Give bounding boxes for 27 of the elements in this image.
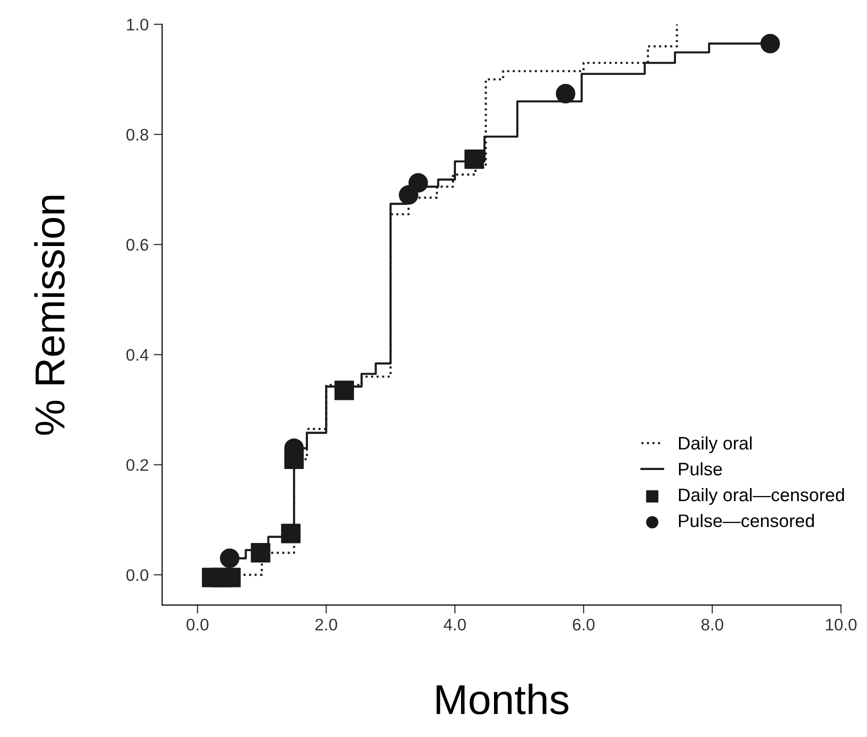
y-tick-label: 0.0 [126, 569, 148, 582]
x-tick-label: 0.0 [186, 618, 208, 631]
y-axis-title: % Remission [34, 196, 65, 435]
x-axis-title: Months [436, 684, 568, 714]
x-tick-label: 8.0 [701, 618, 724, 631]
x-tick-label: 2.0 [315, 618, 338, 631]
point [760, 34, 780, 54]
legend-label: Daily oral [679, 436, 752, 454]
point [221, 568, 241, 588]
y-tick-label: 0.8 [126, 128, 148, 141]
x-tick-label: 4.0 [444, 618, 466, 631]
legend-label: Pulse—censored [679, 514, 814, 528]
x-tick-label: 6.0 [572, 618, 595, 631]
point [556, 84, 576, 104]
y-tick-label: 0.6 [126, 238, 148, 251]
legend-label: Daily oral—censored [679, 488, 844, 505]
point [464, 149, 484, 169]
y-tick-label: 0.4 [126, 349, 148, 361]
y-tick-label: 0.2 [126, 459, 148, 471]
point [250, 543, 270, 563]
y-tick-label: 1.0 [127, 18, 148, 31]
point [408, 173, 428, 193]
point [281, 524, 301, 544]
legend-label: Pulse [679, 462, 722, 476]
point [334, 380, 354, 400]
point [220, 548, 240, 568]
x-tick-label: 10.0 [826, 618, 857, 631]
